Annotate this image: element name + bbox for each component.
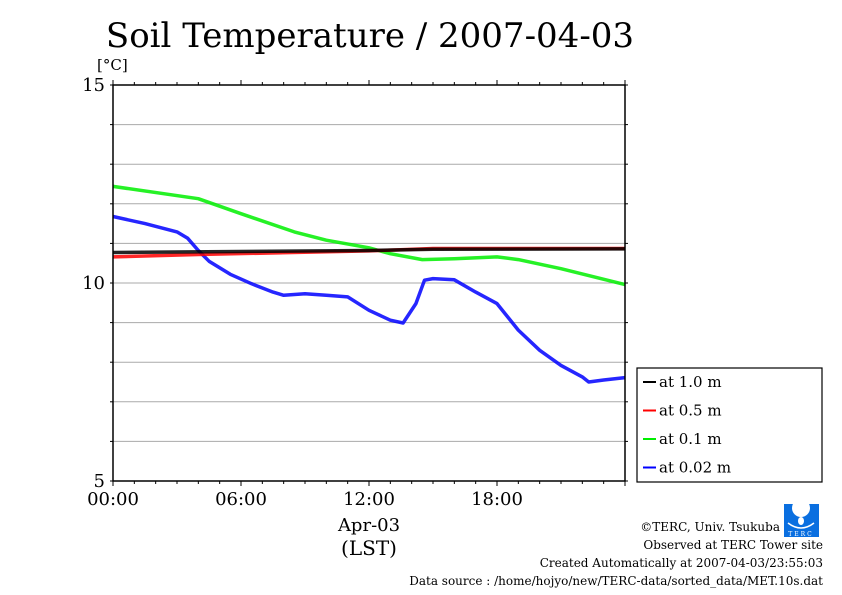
y-tick-label: 5	[94, 471, 105, 492]
created-timestamp-text: Created Automatically at 2007-04-03/23:5…	[539, 556, 823, 570]
legend-label: at 0.02 m	[659, 459, 731, 477]
y-tick-label: 10	[82, 273, 105, 294]
x-axis-date: Apr-03	[337, 515, 400, 536]
x-tick-label: 12:00	[343, 489, 395, 510]
legend-box	[636, 367, 823, 483]
legend: at 1.0 m at 0.5 m at 0.1 m at 0.02 m	[636, 367, 823, 483]
data-source-text: Data source : /home/hojyo/new/TERC-data/…	[409, 574, 823, 588]
chart-title: Soil Temperature / 2007-04-03	[106, 16, 634, 56]
x-tick-label: 06:00	[215, 489, 267, 510]
terc-logo: TERC	[784, 499, 819, 538]
logo-text: TERC	[788, 531, 814, 538]
copyright-text: ©TERC, Univ. Tsukuba	[640, 520, 780, 534]
series-line-at-1-0-m	[112, 247, 626, 255]
legend-label: at 0.5 m	[659, 402, 722, 420]
y-tick-label: 15	[82, 75, 105, 96]
y-axis-unit: [°C]	[97, 56, 128, 74]
series-line-at-0-02-m	[112, 214, 626, 384]
legend-label: at 1.0 m	[659, 373, 722, 391]
series-line-at-0-1-m	[112, 184, 626, 287]
plot-frame	[112, 84, 626, 482]
x-axis-timezone: (LST)	[341, 536, 397, 560]
observed-site-text: Observed at TERC Tower site	[643, 538, 823, 552]
x-tick-label: 18:00	[471, 489, 523, 510]
legend-label: at 0.1 m	[659, 430, 722, 448]
x-tick-label: 00:00	[87, 489, 139, 510]
